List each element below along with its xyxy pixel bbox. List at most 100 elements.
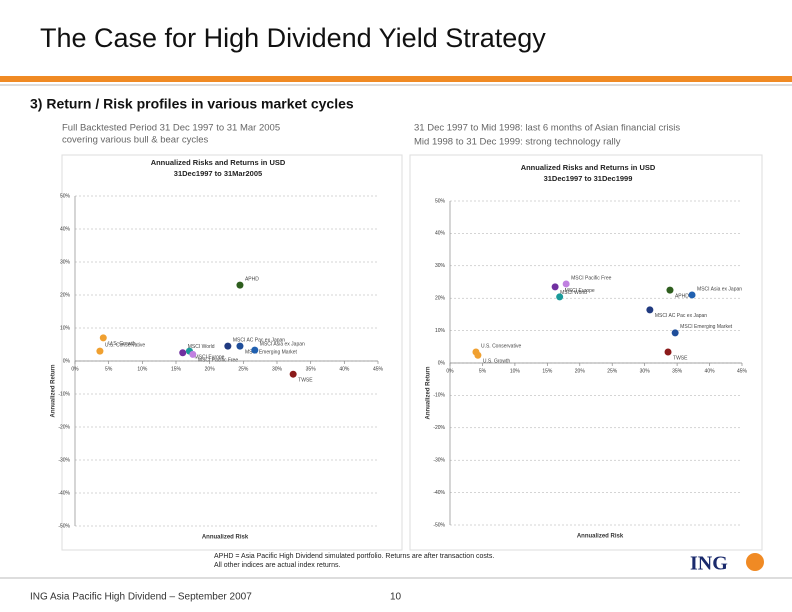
- x-tick-label: 35%: [672, 368, 683, 374]
- y-axis-title: Annualized Return: [426, 366, 432, 419]
- y-tick-label: -10%: [433, 393, 445, 399]
- y-tick-label: -30%: [58, 457, 70, 463]
- y-tick-label: 50%: [60, 193, 71, 199]
- data-point: [562, 280, 570, 288]
- data-point: [666, 286, 674, 294]
- logo-lion: [746, 553, 764, 571]
- x-tick-label: 10%: [137, 366, 148, 372]
- point-label: MSCI World: [560, 290, 587, 296]
- point-label: U.S. Growth: [483, 359, 510, 365]
- y-tick-label: 30%: [435, 263, 446, 269]
- x-axis-title: Annualized Risk: [577, 534, 624, 540]
- data-point: [236, 281, 244, 289]
- point-label: TWSE: [298, 378, 313, 384]
- point-label: U.S. Conservative: [481, 343, 522, 349]
- title-bar: [0, 76, 792, 82]
- point-label: U.S. Conservative: [105, 342, 146, 348]
- x-tick-label: 10%: [510, 368, 521, 374]
- x-tick-label: 40%: [705, 368, 716, 374]
- x-tick-label: 0%: [446, 368, 454, 374]
- point-label: MSCI AC Pac ex Japan: [655, 313, 707, 319]
- y-tick-label: 40%: [435, 231, 446, 237]
- x-tick-label: 35%: [306, 366, 317, 372]
- x-tick-label: 25%: [238, 366, 249, 372]
- caption: 31 Dec 1997 to Mid 1998: last 6 months o…: [414, 123, 680, 134]
- point-label: MSCI Pacific Free: [198, 358, 239, 364]
- caption: Full Backtested Period 31 Dec 1997 to 31…: [62, 123, 280, 134]
- point-label: MSCI Europe: [194, 354, 224, 360]
- y-tick-label: 20%: [60, 292, 71, 298]
- x-tick-label: 0%: [71, 366, 79, 372]
- data-point: [289, 370, 297, 378]
- x-tick-label: 15%: [542, 368, 553, 374]
- y-tick-label: 20%: [435, 296, 446, 302]
- point-label: MSCI Asia ex Japan: [697, 286, 742, 292]
- point-label: MSCI Emerging Market: [680, 324, 733, 330]
- point-label: MSCI Emerging Market: [245, 349, 298, 355]
- point-label: MSCI Pacific Free: [571, 275, 612, 281]
- page-number: 10: [390, 592, 402, 603]
- chart-title: Annualized Risks and Returns in USD: [151, 158, 286, 167]
- logo: ING: [690, 553, 728, 575]
- x-tick-label: 45%: [373, 366, 384, 372]
- point-label: U.S. Growth: [108, 341, 135, 347]
- data-point: [96, 347, 104, 355]
- chart-frame: [61, 154, 403, 551]
- point-label: MSCI Asia ex Japan: [260, 341, 305, 347]
- chart-title: 31Dec1997 to 31Dec1999: [544, 174, 633, 183]
- footnote: APHD = Asia Pacific High Dividend simula…: [214, 553, 494, 560]
- x-axis-title: Annualized Risk: [202, 535, 249, 541]
- y-tick-label: -50%: [58, 523, 70, 529]
- x-tick-label: 20%: [205, 366, 216, 372]
- data-point: [556, 293, 564, 301]
- y-tick-label: -50%: [433, 522, 445, 528]
- y-tick-label: -20%: [433, 425, 445, 431]
- caption: covering various bull & bear cycles: [62, 135, 209, 146]
- point-label: MSCI Europe: [565, 288, 595, 294]
- y-tick-label: 0%: [63, 358, 71, 364]
- x-tick-label: 30%: [272, 366, 283, 372]
- y-tick-label: 10%: [435, 328, 446, 334]
- y-tick-label: 0%: [438, 360, 446, 366]
- footnote: All other indices are actual index retur…: [214, 562, 341, 569]
- chart-title: Annualized Risks and Returns in USD: [521, 163, 656, 172]
- point-label: MSCI AC Pac ex Japan: [233, 337, 285, 343]
- data-point: [224, 342, 232, 350]
- data-point: [179, 349, 187, 357]
- x-tick-label: 45%: [737, 368, 748, 374]
- chart-frame: [409, 154, 763, 551]
- y-axis-title: Annualized Return: [51, 364, 57, 417]
- data-point: [189, 350, 197, 358]
- chart-title: 31Dec1997 to 31Mar2005: [174, 169, 262, 178]
- x-tick-label: 30%: [640, 368, 651, 374]
- x-tick-label: 5%: [105, 366, 113, 372]
- y-tick-label: 50%: [435, 198, 446, 204]
- slide-title: The Case for High Dividend Yield Strateg…: [40, 23, 546, 53]
- subtitle: 3) Return / Risk profiles in various mar…: [30, 96, 354, 112]
- point-label: TWSE: [673, 355, 688, 361]
- point-label: APHD: [245, 276, 259, 282]
- data-point: [551, 283, 559, 291]
- x-tick-label: 15%: [171, 366, 182, 372]
- data-point: [99, 334, 107, 342]
- x-tick-label: 20%: [575, 368, 586, 374]
- y-tick-label: 10%: [60, 325, 71, 331]
- y-tick-label: 40%: [60, 226, 71, 232]
- footer-text: ING Asia Pacific High Dividend – Septemb…: [30, 592, 252, 603]
- data-point: [688, 291, 696, 299]
- data-point: [251, 346, 259, 354]
- y-tick-label: -30%: [433, 458, 445, 464]
- data-point: [646, 306, 654, 314]
- data-point: [474, 351, 482, 359]
- point-label: APHD: [675, 293, 689, 299]
- data-point: [671, 329, 679, 337]
- data-point: [664, 348, 672, 356]
- x-tick-label: 40%: [339, 366, 350, 372]
- data-point: [236, 342, 244, 350]
- y-tick-label: -10%: [58, 391, 70, 397]
- y-tick-label: -20%: [58, 424, 70, 430]
- y-tick-label: -40%: [58, 490, 70, 496]
- y-tick-label: -40%: [433, 490, 445, 496]
- x-tick-label: 25%: [607, 368, 618, 374]
